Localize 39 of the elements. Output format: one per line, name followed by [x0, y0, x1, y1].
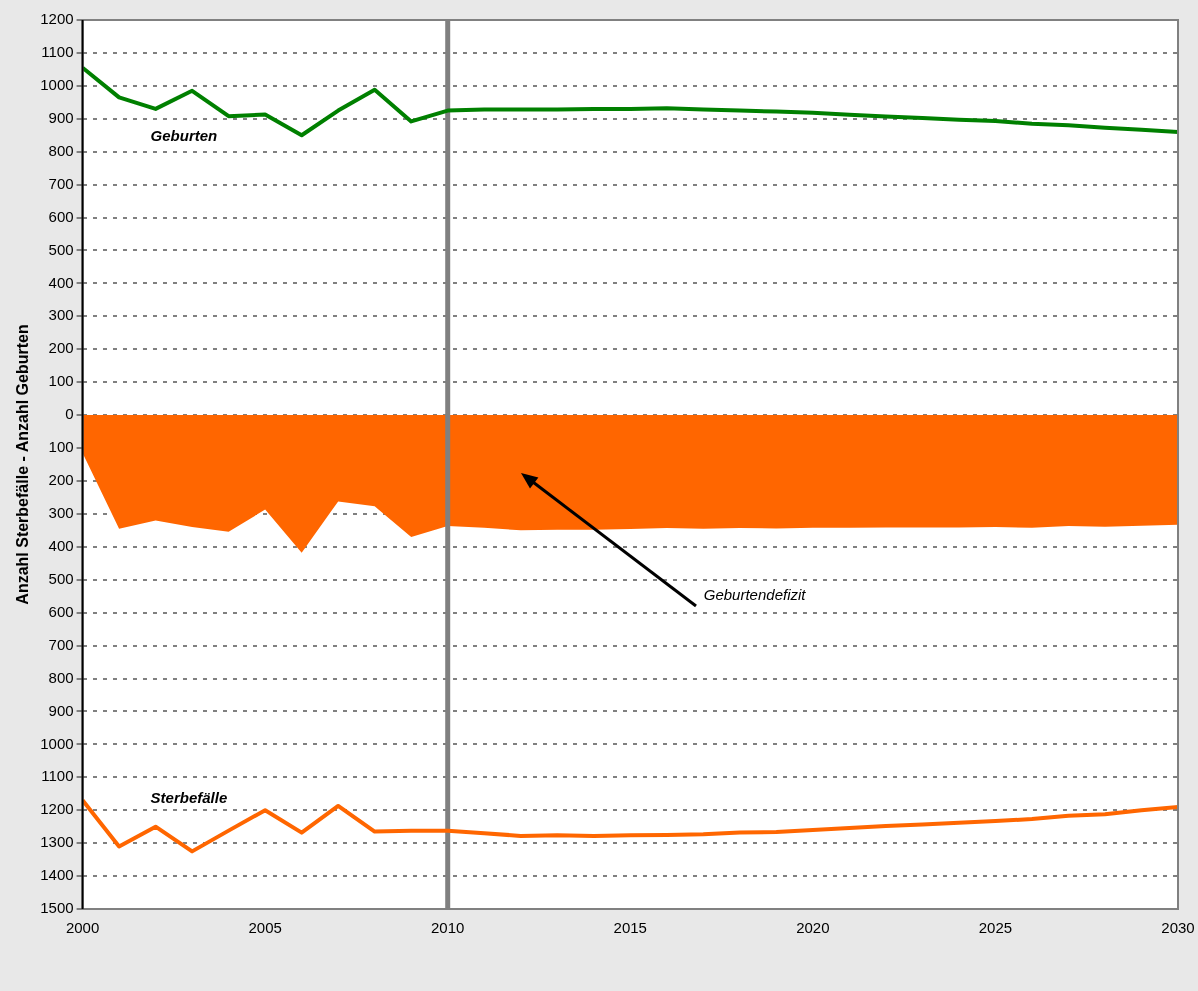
y-tick-label: 100	[48, 438, 74, 456]
y-tick-label: 1000	[40, 75, 74, 93]
y-tick-label: 600	[48, 602, 74, 620]
y-tick-label: 100	[48, 372, 74, 390]
y-tick-label: 200	[48, 339, 74, 357]
y-tick-label: 1300	[40, 833, 74, 851]
y-tick-label: 400	[48, 536, 74, 554]
y-tick-label: 700	[48, 635, 74, 653]
y-tick-label: 1200	[40, 800, 74, 818]
y-tick-label: 300	[48, 306, 74, 324]
x-tick-label: 2015	[613, 919, 647, 937]
y-tick-label: 700	[48, 174, 74, 192]
x-tick-label: 2000	[65, 919, 100, 937]
y-tick-label: 500	[48, 569, 74, 587]
y-tick-label: 1400	[40, 866, 74, 884]
y-tick-label: 500	[48, 240, 74, 258]
x-tick-label: 2005	[248, 919, 282, 937]
y-tick-label: 1500	[40, 899, 74, 917]
y-tick-label: 1000	[40, 734, 74, 752]
y-tick-label: 1200	[40, 10, 74, 28]
y-tick-label: 200	[48, 471, 74, 489]
y-tick-label: 400	[48, 273, 74, 291]
y-tick-label: 300	[48, 504, 74, 522]
y-tick-label: 800	[48, 668, 74, 686]
x-tick-label: 2025	[978, 919, 1013, 937]
y-tick-label: 0	[65, 405, 74, 423]
series-label: Sterbefälle	[150, 788, 228, 806]
y-tick-label: 800	[48, 141, 74, 159]
text: Geburtendefizit	[703, 585, 807, 603]
y-tick-label: 1100	[41, 43, 74, 61]
series-label: Geburten	[150, 127, 218, 145]
x-tick-label: 2020	[796, 919, 830, 937]
x-tick-label: 2010	[431, 919, 465, 937]
y-axis-title: Anzahl Sterbefälle - Anzahl Geburten	[14, 324, 32, 605]
x-tick-label: 2030	[1161, 919, 1195, 937]
y-tick-label: 1100	[41, 767, 74, 785]
y-tick-label: 900	[48, 108, 74, 126]
y-tick-label: 900	[48, 701, 74, 719]
y-tick-label: 600	[48, 207, 74, 225]
